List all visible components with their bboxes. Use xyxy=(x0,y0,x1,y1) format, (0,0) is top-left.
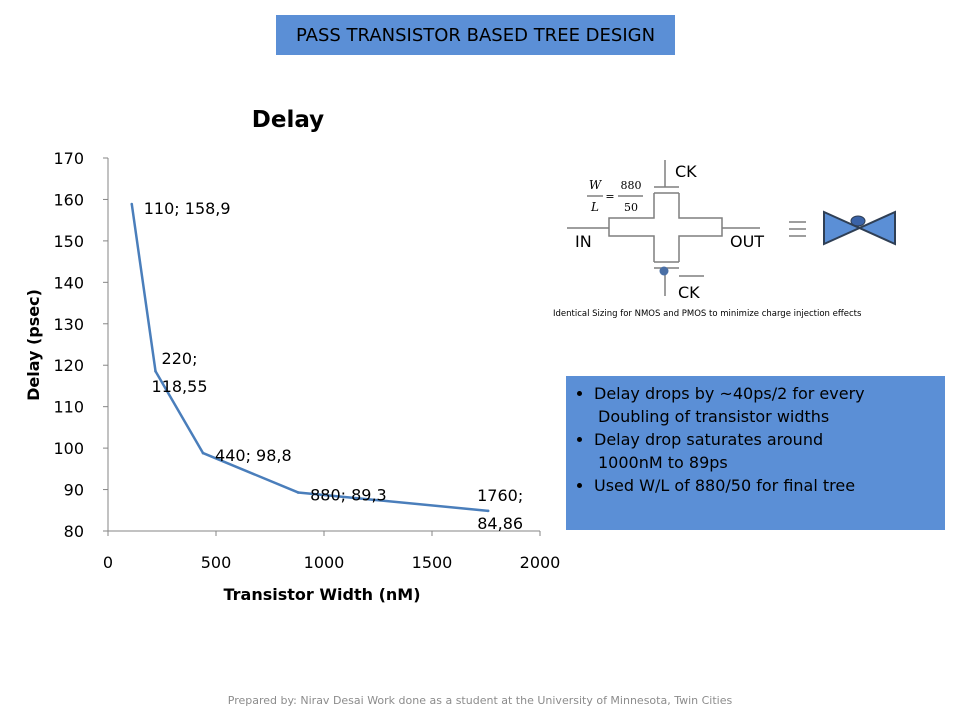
data-label: 1760; 84,86 xyxy=(477,486,523,533)
sizing-note: Identical Sizing for NMOS and PMOS to mi… xyxy=(553,309,862,319)
bullet-1-line-1: Delay drops by ~40ps/2 for every xyxy=(594,384,865,403)
y-axis-label: Delay (psec) xyxy=(24,289,43,401)
data-point xyxy=(130,202,134,206)
summary-box: Delay drops by ~40ps/2 for every Doublin… xyxy=(566,376,945,530)
bullet-2-line-1: Delay drop saturates around xyxy=(594,430,824,449)
bullet-item: Delay drop saturates around 1000nM to 89… xyxy=(594,428,937,474)
tick-labels: 80 90 100 110 120 130 140 150 160 170 0 500 1000 1500… xyxy=(53,149,560,572)
bullet-2-line-2: 1000nM to 89ps xyxy=(598,453,728,472)
y-tick-label: 110 xyxy=(53,398,84,417)
series-group xyxy=(130,202,490,513)
x-tick-label: 0 xyxy=(103,553,113,572)
bowtie-bubble xyxy=(850,215,866,227)
data-point xyxy=(154,369,157,373)
out-label: OUT xyxy=(730,232,764,251)
x-tick-label: 2000 xyxy=(520,553,561,572)
data-point xyxy=(201,451,205,455)
chart-title: Delay xyxy=(252,107,324,133)
y-tick-label: 90 xyxy=(64,481,84,500)
bullet-item: Used W/L of 880/50 for final tree xyxy=(594,474,937,497)
y-tick-label: 100 xyxy=(53,439,84,458)
footer-credit: Prepared by: Nirav Desai Work done as a … xyxy=(227,694,733,707)
value-numerator: 880 xyxy=(621,179,642,192)
bullet-3: Used W/L of 880/50 for final tree xyxy=(594,476,856,495)
equals-sign: = xyxy=(605,190,614,203)
y-tick-label: 80 xyxy=(64,522,84,541)
x-tick-label: 500 xyxy=(201,553,232,572)
data-label: 440; 98,8 xyxy=(215,446,292,465)
in-label: IN xyxy=(575,232,592,251)
gate-body xyxy=(608,193,723,262)
bowtie-shape xyxy=(823,210,896,246)
pmos-bubble xyxy=(659,266,669,276)
bullet-item: Delay drops by ~40ps/2 for every Doublin… xyxy=(594,382,937,428)
y-tick-label: 130 xyxy=(53,315,84,334)
slide-title: PASS TRANSISTOR BASED TREE DESIGN xyxy=(276,15,675,55)
data-label: 220; 118,55 xyxy=(152,349,208,396)
ckb-label: CK xyxy=(678,283,700,302)
x-tick-label: 1000 xyxy=(304,553,345,572)
data-label: 880; 89,3 xyxy=(310,485,387,504)
y-tick-label: 170 xyxy=(53,149,84,168)
y-tick-label: 160 xyxy=(53,190,84,209)
x-tick-label: 1500 xyxy=(412,553,453,572)
y-tick-label: 120 xyxy=(53,356,84,375)
ck-label: CK xyxy=(675,162,697,181)
data-point xyxy=(486,509,490,513)
value-denominator: 50 xyxy=(624,201,638,214)
axes xyxy=(103,157,541,536)
bullet-1-line-2: Doubling of transistor widths xyxy=(598,407,830,426)
data-point xyxy=(296,491,300,494)
transmission-gate-symbol xyxy=(823,210,896,246)
data-labels: 110; 158,9 220; 118,55 440; 98,8 880; 89,3 17… xyxy=(144,199,523,533)
data-label: 110; 158,9 xyxy=(144,199,231,218)
wl-numerator: W xyxy=(589,178,603,192)
y-tick-label: 150 xyxy=(53,232,84,251)
wl-denominator: L xyxy=(590,200,599,214)
x-axis-label: Transistor Width (nM) xyxy=(224,585,421,604)
y-tick-label: 140 xyxy=(53,273,84,292)
